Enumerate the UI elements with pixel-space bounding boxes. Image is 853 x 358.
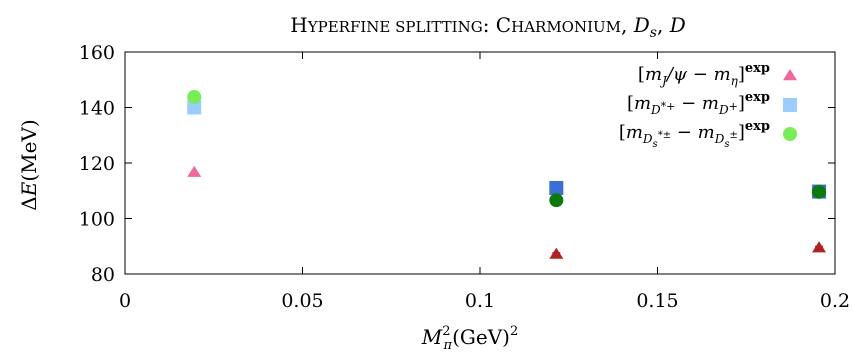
x-axis: 0 0.05 0.1 0.15 0.2: [119, 52, 850, 312]
y-tick-label: 100: [79, 209, 115, 231]
plot-frame: [124, 51, 836, 275]
x-tick-label: 0: [119, 290, 131, 312]
legend-entry-ds: [mDs*± − mDs±]exp: [619, 119, 770, 150]
y-axis-label: ΔE(MeV): [17, 119, 41, 210]
y-tick-label: 140: [79, 98, 115, 120]
legend: [mJ/ψ − mη]exp [mD*+ − mD+]exp [mDs*± − …: [619, 61, 770, 150]
lattice-point-D_s: [812, 184, 827, 199]
y-tick-label: 160: [79, 42, 115, 64]
experimental-point: [187, 100, 202, 115]
x-tick-label: 0.2: [820, 290, 850, 312]
x-tick-label: 0.05: [281, 290, 323, 312]
y-tick-label: 120: [79, 153, 115, 175]
x-axis-label: M2 π(GeV)2: [421, 324, 518, 353]
data-points: [187, 89, 827, 259]
legend-entry-charmonium: [mJ/ψ − mη]exp: [638, 61, 770, 88]
lattice-point-D_s: [549, 193, 564, 208]
lattice-point-charmonium: [812, 241, 827, 253]
legend-marker-triangle: [783, 69, 797, 81]
x-tick-label: 0.1: [465, 290, 495, 312]
legend-marker-circle: [783, 127, 797, 141]
lattice-point-D: [549, 180, 564, 195]
experimental-point: [187, 165, 202, 177]
legend-marker-square: [783, 98, 797, 112]
chart-title: HYPERFINE SPLITTING: CHARMONIUM, Ds, D: [290, 13, 686, 41]
experimental-point: [187, 89, 202, 104]
legend-entry-d: [mD*+ − mD+]exp: [627, 90, 770, 117]
x-tick-label: 0.15: [636, 290, 678, 312]
lattice-point-charmonium: [549, 247, 564, 259]
y-tick-label: 80: [91, 264, 115, 286]
legend-markers: [783, 69, 797, 141]
y-axis: 80 100 120 140 160: [79, 42, 835, 286]
